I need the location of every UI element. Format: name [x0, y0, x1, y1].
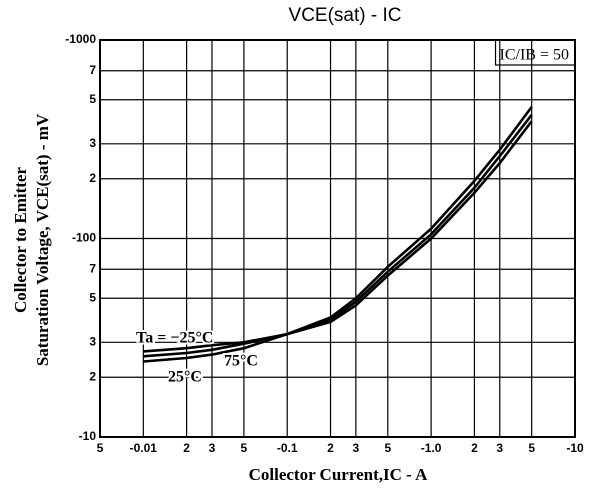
x-tick-label: 5 [384, 441, 391, 455]
y-tick-label: 7 [89, 63, 96, 77]
y-tick-label: 3 [89, 334, 96, 348]
x-tick-label: -10 [566, 441, 584, 455]
series-line [143, 106, 533, 363]
series-label: 25°C [168, 369, 202, 386]
y-tick-label: 3 [89, 136, 96, 150]
y-tick-label: 2 [89, 171, 96, 185]
annotation-box [494, 39, 576, 66]
x-tick-label: 5 [241, 441, 248, 455]
series-line [143, 114, 533, 358]
y-tick-label: 2 [89, 369, 96, 383]
y-tick-label: -10 [79, 429, 97, 443]
x-tick-label: 3 [496, 441, 503, 455]
series-label: Ta = −25°C [136, 330, 213, 347]
series-line [143, 120, 533, 353]
y-axis-label: Saturation Voltage, VCE(sat) - mV [33, 113, 52, 366]
y-tick-label: 5 [89, 92, 96, 106]
x-tick-label: -0.1 [277, 441, 298, 455]
x-tick-label: 5 [528, 441, 535, 455]
chart-title: VCE(sat) - IC [289, 5, 402, 26]
y-tick-label: -100 [72, 231, 96, 245]
x-tick-label: 2 [183, 441, 190, 455]
x-tick-label: 3 [209, 441, 216, 455]
y-axis-label: Collector to Emitter [11, 167, 30, 313]
y-tick-label: 5 [89, 290, 96, 304]
x-tick-label: 5 [97, 441, 104, 455]
x-tick-label: 2 [471, 441, 478, 455]
x-tick-label: 2 [327, 441, 334, 455]
x-tick-label: -1.0 [421, 441, 442, 455]
y-tick-label: -1000 [65, 32, 96, 46]
x-axis-label: Collector Current,IC - A [249, 465, 429, 484]
series-label: 75°C [224, 353, 258, 370]
x-tick-label: 3 [353, 441, 360, 455]
y-tick-label: 7 [89, 261, 96, 275]
annotation: IC/IB = 50 [500, 47, 569, 64]
x-tick-label: -0.01 [130, 441, 158, 455]
